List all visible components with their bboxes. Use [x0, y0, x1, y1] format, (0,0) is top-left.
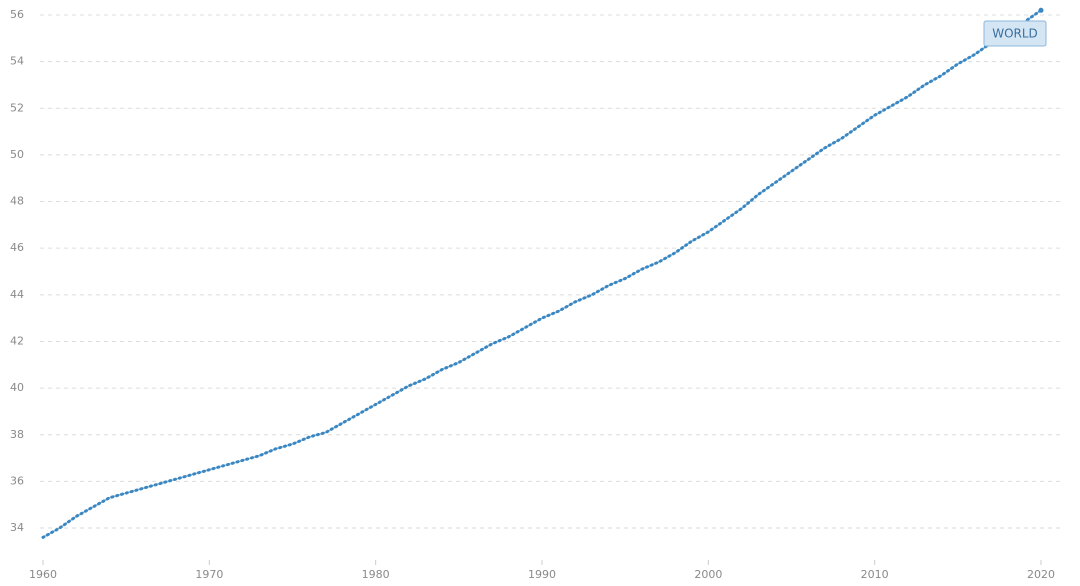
series-line	[41, 8, 1043, 539]
x-tick-label: 1980	[362, 568, 390, 581]
x-tick-label: 1990	[528, 568, 556, 581]
y-tick-label: 46	[10, 241, 24, 254]
y-tick-label: 52	[10, 101, 24, 114]
y-tick-label: 40	[10, 381, 24, 394]
x-tick-label: 1960	[29, 568, 57, 581]
y-tick-label: 42	[10, 334, 24, 347]
y-tick-label: 38	[10, 428, 24, 441]
series-label: WORLD	[983, 20, 1047, 47]
y-tick-label: 34	[10, 521, 24, 534]
y-tick-label: 36	[10, 474, 24, 487]
y-tick-label: 54	[10, 55, 24, 68]
end-point	[1038, 7, 1044, 13]
y-tick-label: 48	[10, 195, 24, 208]
x-tick-label: 1970	[195, 568, 223, 581]
x-tick-label: 2000	[694, 568, 722, 581]
series-label-box	[983, 20, 1047, 47]
y-tick-label: 44	[10, 288, 24, 301]
y-tick-label: 56	[10, 8, 24, 21]
series-line-core	[42, 9, 1042, 539]
x-tick-label: 2010	[861, 568, 889, 581]
series-label-text: WORLD	[992, 27, 1038, 41]
x-tick-label: 2020	[1027, 568, 1055, 581]
y-tick-label: 50	[10, 148, 24, 161]
